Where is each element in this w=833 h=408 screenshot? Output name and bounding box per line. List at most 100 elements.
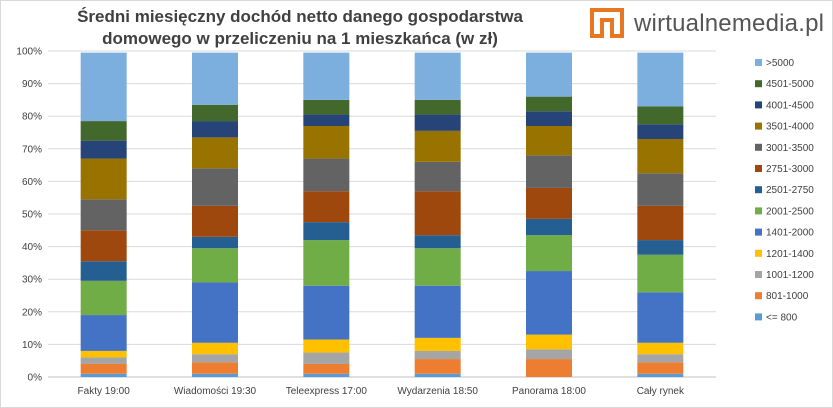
bar-segment [303, 352, 350, 364]
bar-segment [526, 52, 572, 97]
bar-segment [303, 339, 350, 353]
bar-segment [192, 137, 238, 169]
bar-segment [192, 168, 238, 206]
x-category-label: Fakty 19:00 [78, 386, 131, 397]
bar-segment [526, 271, 572, 335]
legend-item: 1201-1400 [755, 249, 814, 260]
legend-item: 3501-4000 [755, 122, 814, 133]
brand-logo: wirtualnemedia.pl [588, 6, 824, 42]
legend-item: 4001-4500 [755, 100, 814, 111]
bar-segment [414, 350, 461, 360]
bar-segment [80, 52, 127, 122]
legend-swatch [755, 292, 762, 300]
bar-segment [303, 158, 350, 192]
bar-segment [637, 292, 684, 343]
bar-segment [414, 359, 461, 374]
legend-swatch [755, 165, 762, 172]
legend-swatch [755, 80, 762, 88]
legend-swatch [755, 249, 762, 257]
bar-segment [80, 373, 127, 377]
bar-segment [414, 114, 461, 131]
y-tick-label: 40% [22, 242, 42, 253]
bar-segment [414, 99, 461, 115]
bar-segment [303, 285, 350, 340]
bar-stack [80, 52, 127, 377]
bar-segment [192, 248, 238, 283]
bar-segment [637, 124, 684, 140]
brand-name: wirtualnemedia.pl [634, 10, 825, 37]
chart-title: Średni miesięczny dochód netto danego go… [77, 7, 523, 48]
bar-segment [80, 140, 127, 159]
legend-item: 1001-1200 [755, 270, 814, 281]
bar-segment [637, 52, 684, 107]
bar-segment [526, 218, 572, 236]
bar-segment [526, 359, 572, 377]
legend-label: 1401-2000 [766, 228, 814, 239]
bar-segment [80, 357, 127, 364]
legend-swatch [755, 59, 762, 66]
legend-label: 1001-1200 [766, 270, 814, 281]
bar-segment [526, 334, 572, 350]
legend-swatch [755, 122, 762, 130]
bar-segment [637, 362, 684, 374]
bar-segment [80, 261, 127, 281]
bar-segment [192, 205, 238, 237]
x-category-label: Panorama 18:00 [512, 386, 586, 397]
bar-segment [80, 121, 127, 141]
legend-label: 3501-4000 [766, 122, 814, 133]
bar-segment [192, 354, 238, 363]
y-tick-label: 20% [22, 307, 42, 318]
x-category-label: Cały rynek [637, 386, 685, 397]
bar-segment [414, 337, 461, 351]
bar-segment [303, 222, 350, 241]
bar-segment [526, 349, 572, 360]
legend-label: 4001-4500 [766, 100, 814, 111]
legend-swatch [755, 207, 762, 215]
bar-segment [192, 52, 238, 105]
legend-label: 2001-2500 [766, 206, 814, 217]
legend-item: 2751-3000 [755, 164, 814, 175]
bar-segment [414, 248, 461, 286]
legend-label: 1201-1400 [766, 249, 814, 260]
bar-segment [303, 125, 350, 159]
bar-segment [526, 125, 572, 156]
bar-stack [526, 52, 572, 377]
bar-segment [526, 96, 572, 112]
y-tick-label: 50% [22, 210, 42, 221]
bar-segment [303, 114, 350, 126]
y-tick-label: 0% [28, 373, 43, 384]
bar-segment [192, 236, 238, 249]
legend-label: 4501-5000 [766, 79, 814, 90]
bar-segment [80, 280, 127, 316]
bar-segment [303, 363, 350, 374]
bar-segment [414, 161, 461, 192]
bar-segment [637, 106, 684, 125]
y-tick-label: 60% [22, 177, 42, 188]
legend-swatch [755, 186, 762, 194]
bar-segment [303, 240, 350, 286]
bar-segment [526, 187, 572, 219]
x-category-label: Wiadomości 19:30 [174, 386, 257, 397]
bar-segment [637, 373, 684, 377]
bar-segment [192, 104, 238, 122]
bar-segment [80, 350, 127, 358]
wirtualnemedia-logo-icon [590, 8, 624, 38]
y-tick-label: 30% [22, 275, 42, 286]
legend-label: >5000 [766, 58, 795, 69]
bar-segment [80, 230, 127, 262]
legend-label: 2751-3000 [766, 164, 814, 175]
bar-segment [303, 191, 350, 223]
bar-segment [637, 354, 684, 363]
legend-item: 4501-5000 [755, 79, 814, 90]
y-tick-label: 10% [22, 340, 42, 351]
legend-item: 1401-2000 [755, 228, 814, 239]
bar-segment [637, 173, 684, 206]
bar-segment [303, 99, 350, 115]
y-tick-label: 80% [22, 112, 42, 123]
legend-item: 801-1000 [755, 291, 809, 302]
bar-stack [414, 52, 461, 377]
bar-segment [80, 315, 127, 351]
bar-segment [80, 158, 127, 200]
legend-label: 3001-3500 [766, 143, 814, 154]
